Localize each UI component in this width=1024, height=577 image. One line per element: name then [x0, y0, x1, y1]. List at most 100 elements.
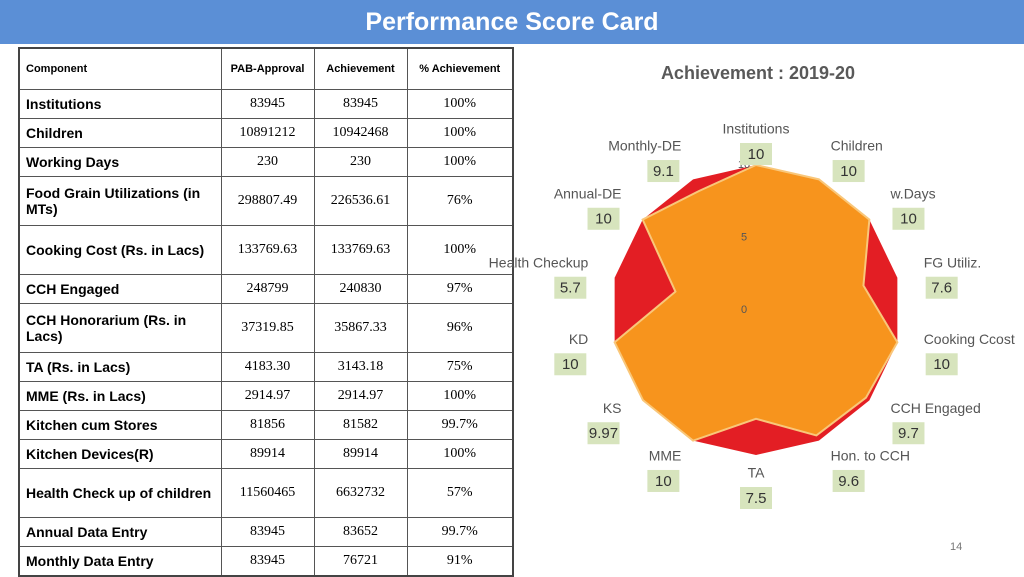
value-label: 10 — [933, 356, 950, 373]
value-box — [740, 143, 772, 165]
table-cell: Kitchen Devices(R) — [18, 439, 222, 469]
table-cell: 35867.33 — [313, 303, 408, 353]
table-cell: 83652 — [313, 517, 408, 547]
r-tick-label: 5 — [741, 231, 747, 243]
table-row: Cooking Cost (Rs. in Lacs) 133769.63 13376… — [18, 225, 514, 275]
value-label: 10 — [655, 473, 672, 490]
table-cell: Food Grain Utilizations (in MTs) — [18, 176, 222, 226]
value-label: 10 — [562, 356, 579, 373]
table-cell: 83945 — [220, 546, 315, 577]
table-row: MME (Rs. in Lacs) 2914.97 2914.97 100% — [18, 381, 514, 411]
value-label: 7.5 — [746, 490, 767, 507]
value-label: 10 — [900, 211, 917, 228]
value-box — [832, 469, 865, 492]
value-box — [554, 276, 587, 299]
value-box — [832, 160, 865, 183]
category-label: w.Days — [889, 185, 935, 201]
table-row: Kitchen cum Stores 81856 81582 99.7% — [18, 410, 514, 440]
page-number: 14 — [950, 541, 963, 553]
category-label: FG Utiliz. — [924, 254, 982, 270]
radar-area — [613, 163, 899, 442]
category-label: Cooking Ccost — [924, 331, 1015, 347]
value-label: 9.7 — [898, 425, 919, 442]
table-cell: MME (Rs. in Lacs) — [18, 381, 222, 411]
table-cell: 99.7% — [406, 517, 514, 547]
table-cell: 76% — [406, 176, 514, 226]
value-label: 9.97 — [589, 425, 618, 442]
category-label: Annual-DE — [554, 185, 622, 201]
value-label: 5.7 — [560, 280, 581, 297]
table-cell: 100% — [406, 89, 514, 119]
table-cell: 97% — [406, 274, 514, 304]
table-row: Health Check up of children 11560465 66327… — [18, 468, 514, 518]
table-cell: 100% — [406, 381, 514, 411]
table-cell: 57% — [406, 468, 514, 518]
value-label: 9.1 — [653, 163, 674, 180]
table-cell: Cooking Cost (Rs. in Lacs) — [18, 225, 222, 275]
table-cell: 83945 — [220, 517, 315, 547]
table-cell: Annual Data Entry — [18, 517, 222, 547]
table-row: Annual Data Entry 83945 83652 99.7% — [18, 517, 514, 547]
table-row: CCH Engaged 248799 240830 97% — [18, 274, 514, 304]
table-cell: Monthly Data Entry — [18, 546, 222, 577]
table-cell: 230 — [220, 147, 315, 177]
table-cell: 10891212 — [220, 118, 315, 148]
value-box — [647, 469, 680, 492]
table-row: Institutions 83945 83945 100% — [18, 89, 514, 119]
table-cell: 11560465 — [220, 468, 315, 518]
table-cell: 133769.63 — [313, 225, 408, 275]
value-box — [740, 487, 772, 509]
category-label: Health Checkup — [489, 254, 589, 270]
table-cell: 4183.30 — [220, 352, 315, 382]
value-box — [554, 353, 587, 376]
table-cell: 76721 — [313, 546, 408, 577]
table-row: Working Days 230 230 100% — [18, 147, 514, 177]
table-cell: 100% — [406, 118, 514, 148]
table-row: TA (Rs. in Lacs) 4183.30 3143.18 75% — [18, 352, 514, 382]
value-box — [587, 207, 620, 230]
table-cell: 133769.63 — [220, 225, 315, 275]
r-tick-label: 0 — [741, 304, 747, 316]
table-cell: 248799 — [220, 274, 315, 304]
value-box — [587, 422, 620, 445]
table-row: Food Grain Utilizations (in MTs) 298807.4… — [18, 176, 514, 226]
category-label: TA — [748, 465, 766, 481]
table-cell: 83945 — [313, 89, 408, 119]
value-box — [647, 160, 680, 183]
category-label: KD — [569, 331, 588, 347]
table-cell: 99.7% — [406, 410, 514, 440]
table-cell: 240830 — [313, 274, 408, 304]
table-row: Children 10891212 10942468 100% — [18, 118, 514, 148]
table-cell: Institutions — [18, 89, 222, 119]
score-table: Component PAB-Approval Achievement% Achiev… — [18, 47, 514, 577]
value-box — [892, 207, 925, 230]
value-label: 7.6 — [931, 280, 952, 297]
slide-title: Performance Score Card — [0, 0, 1024, 44]
chart-title: Achievement : 2019-20 — [661, 63, 855, 83]
table-cell: Working Days — [18, 147, 222, 177]
category-label: CCH Engaged — [890, 400, 980, 416]
value-label: 9.6 — [838, 473, 859, 490]
table-cell: 2914.97 — [220, 381, 315, 411]
value-box — [925, 353, 958, 376]
category-label: KS — [603, 400, 622, 416]
table-cell: 100% — [406, 439, 514, 469]
table-cell: TA (Rs. in Lacs) — [18, 352, 222, 382]
category-label: Hon. to CCH — [831, 448, 910, 464]
value-label: 10 — [840, 163, 857, 180]
table-cell: 81582 — [313, 410, 408, 440]
value-box — [892, 422, 925, 445]
category-label: Monthly-DE — [608, 138, 681, 154]
table-cell: 226536.61 — [313, 176, 408, 226]
category-label: Children — [831, 138, 883, 154]
value-box — [925, 276, 958, 299]
category-label: Institutions — [723, 121, 790, 137]
table-cell: 81856 — [220, 410, 315, 440]
table-cell: 2914.97 — [313, 381, 408, 411]
category-label: MME — [649, 448, 682, 464]
value-label: 10 — [748, 146, 765, 163]
column-header: Component — [18, 47, 222, 90]
value-label: 10 — [595, 211, 612, 228]
